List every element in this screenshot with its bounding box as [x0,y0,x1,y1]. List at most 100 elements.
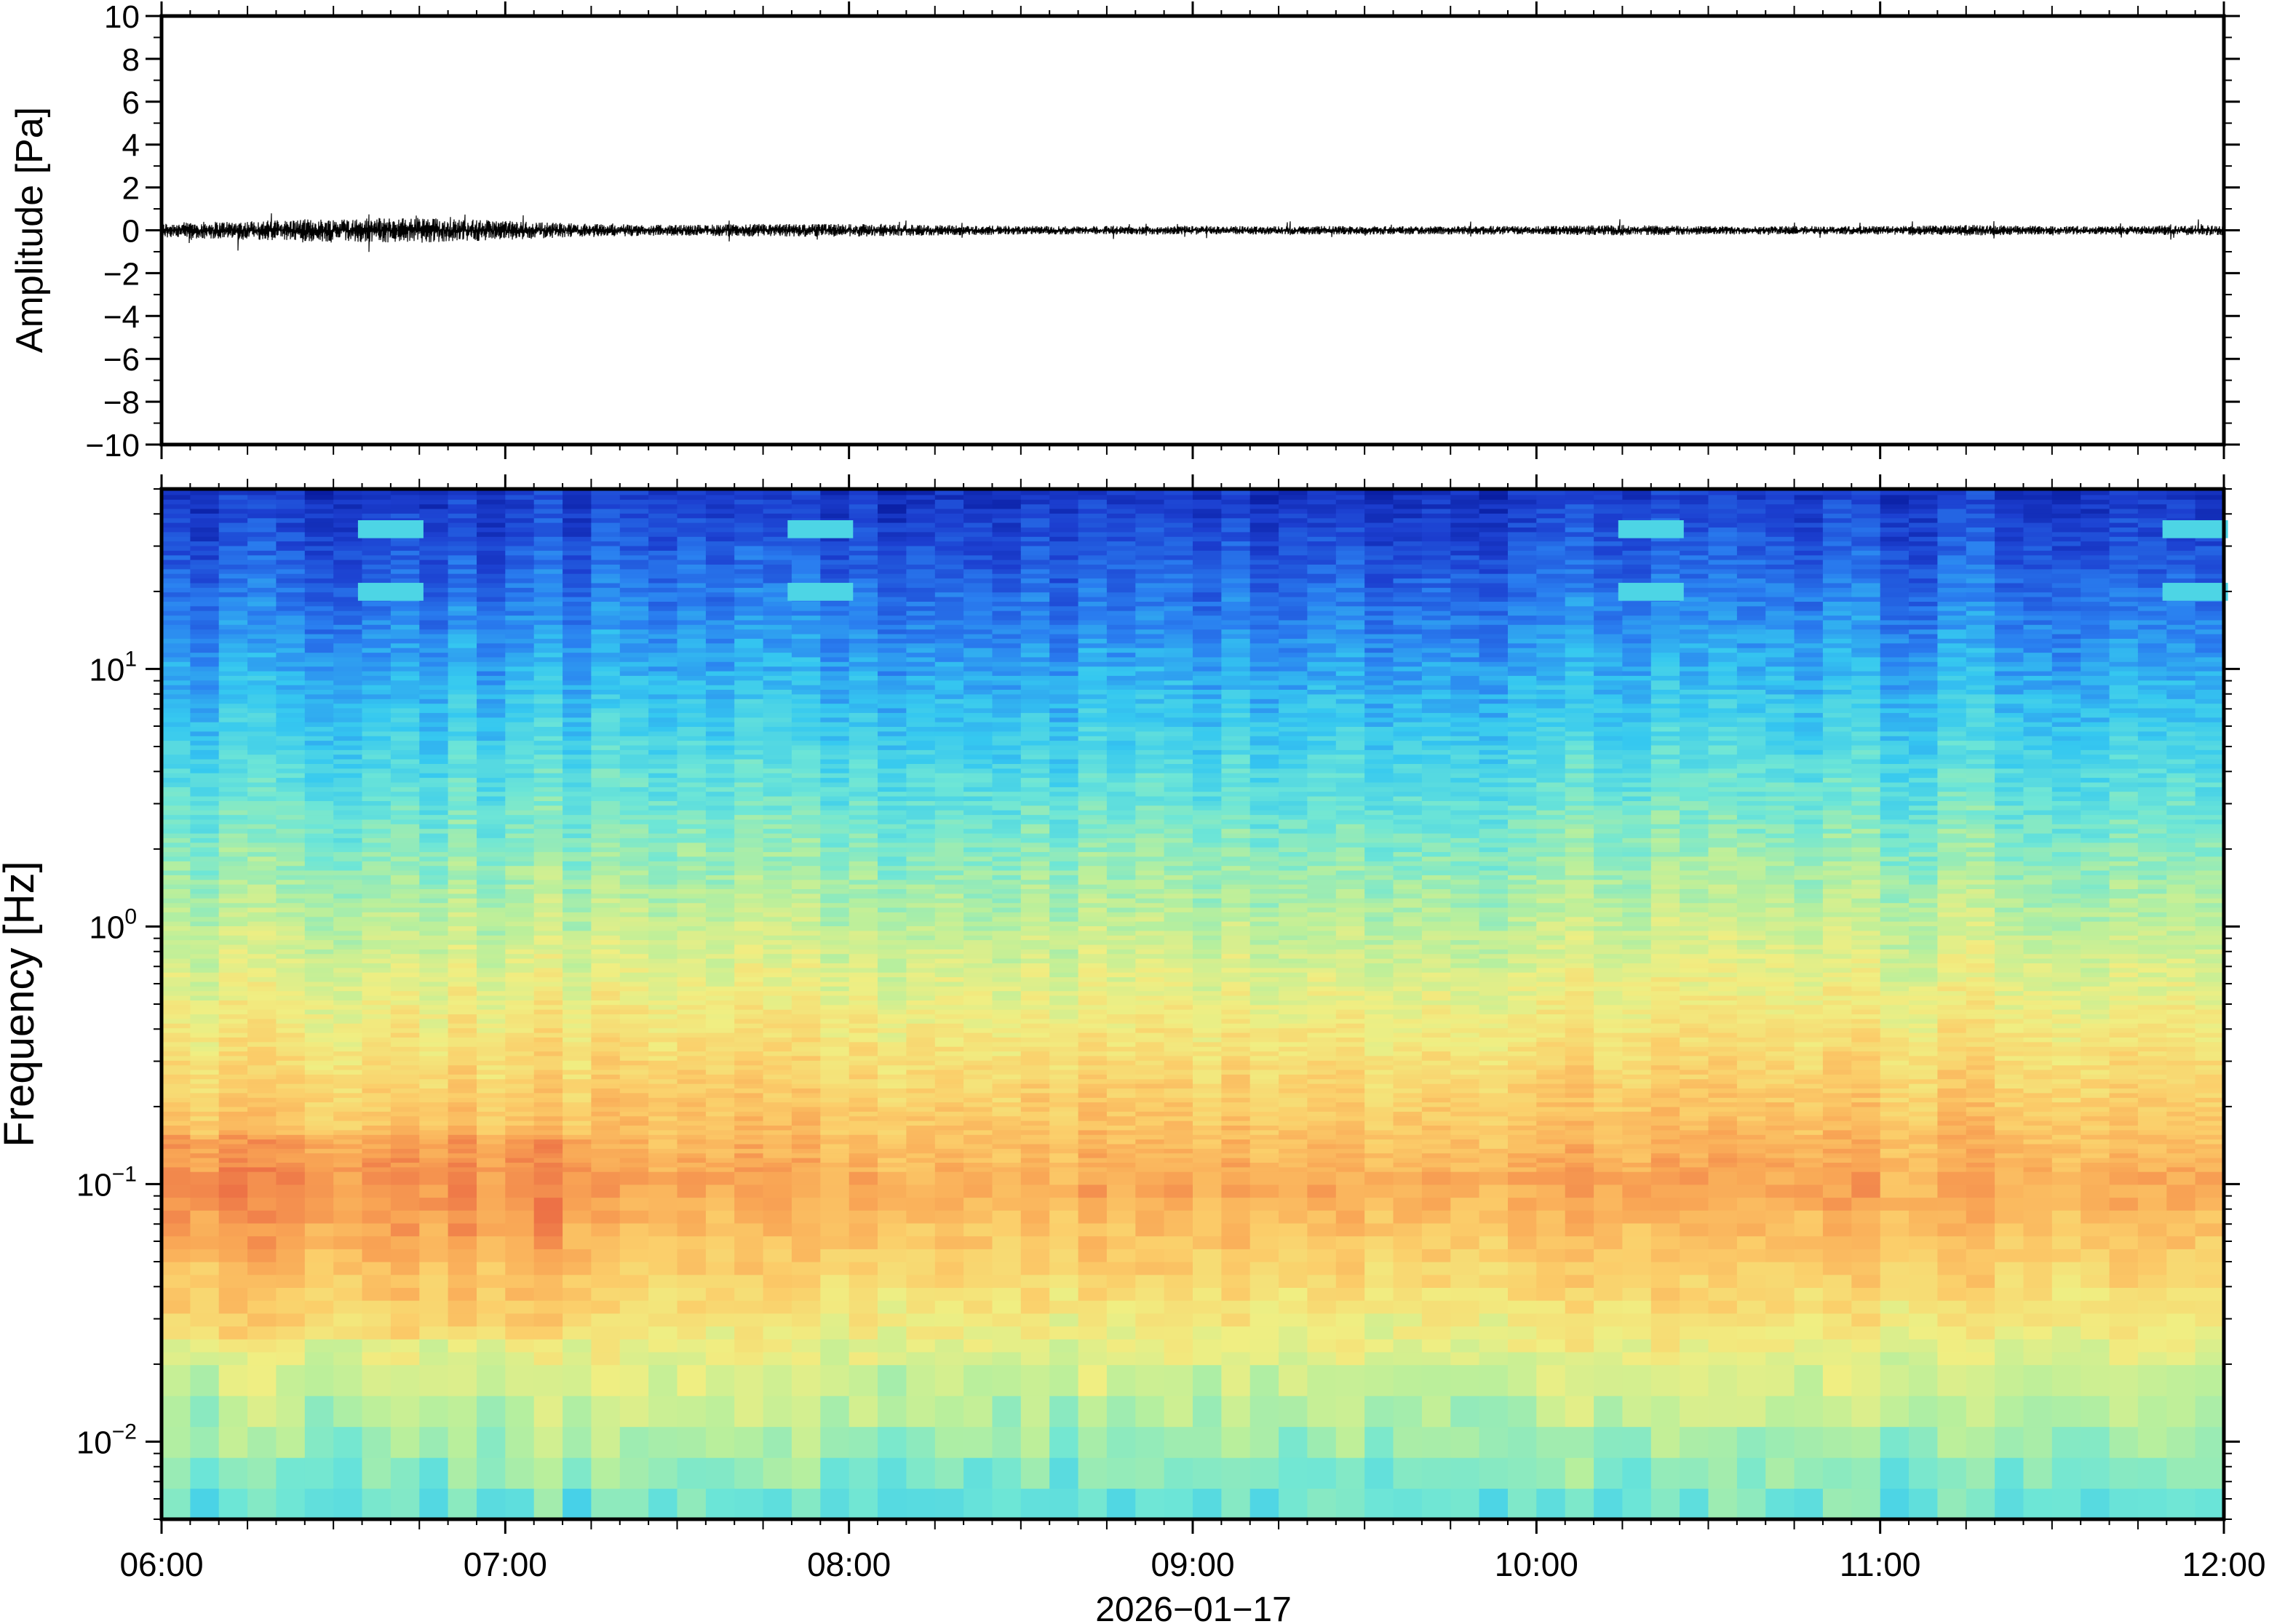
spectrogram-cell [390,601,420,607]
spectrogram-cell [362,1129,392,1135]
spectrogram-cell [849,879,878,885]
spectrogram-cell [505,731,535,736]
spectrogram-cell [162,740,191,746]
spectrogram-cell [533,1287,563,1301]
spectrogram-cell [505,554,535,560]
spectrogram-cell [677,916,707,922]
spectrogram-cell [734,1064,764,1070]
spectrogram-cell [820,1249,850,1262]
spectrogram-cell [162,1074,191,1080]
waveform-frame [159,14,2226,447]
spectrogram-cell [362,1457,392,1489]
spectrogram-cell [934,601,964,607]
spectrogram-cell [162,1129,191,1135]
spectrogram-cell [734,536,764,542]
spectrogram-cell [505,869,535,875]
spectrogram-cell [563,787,592,792]
spectrogram-cell [619,1426,649,1458]
spectrogram-cell [333,531,363,537]
spectrogram-cell [304,1313,334,1327]
spectrogram-cell [162,1046,191,1052]
spectrogram-cell [705,698,735,704]
spectrogram-cell [390,1097,420,1103]
spectrogram-cell [619,1457,649,1489]
spectrogram-cell [304,847,334,853]
spectrogram-cell [419,564,449,570]
spectrogram-cell [390,564,420,570]
spectrogram-cell [849,605,878,611]
spectrogram-cell [705,1014,735,1019]
spectrogram-cell [190,527,220,533]
spectrogram-cell [619,986,649,992]
spectrogram-cell [591,1069,621,1075]
spectrogram-cell [563,1166,592,1172]
spectrogram-cell [333,629,363,634]
spectrogram-cell [849,545,878,551]
spectrogram-cell [362,856,392,861]
spectrogram-cell [934,1162,964,1168]
spectrogram-cell [878,1097,907,1103]
spectrogram-cell [648,573,678,579]
spectrogram-cell [448,1339,477,1353]
spectrogram-cell [734,773,764,779]
spectrogram-cell [190,1111,220,1117]
spectrogram-cell [591,1027,621,1033]
spectrogram-cell [677,1300,707,1314]
spectrogram-cell [333,744,363,750]
spectrogram-cell [820,759,850,764]
spectrogram-cell [563,893,592,899]
spectrogram-cell [963,1037,993,1043]
spectrogram-cell [533,490,563,495]
spectrogram-cell [734,652,764,658]
spectrogram-cell [448,1009,477,1015]
spectrogram-cell [190,935,220,941]
spectrogram-cell [247,842,277,848]
spectrogram-cell [190,810,220,816]
spectrogram-cell [419,963,449,968]
spectrogram-cell [477,605,506,611]
spectrogram-cell [705,740,735,746]
spectrogram-cell [533,1488,563,1520]
spectrogram-cell [648,879,678,885]
spectrogram-cell [390,494,420,500]
spectrogram-cell [533,693,563,699]
spectrogram-cell [763,912,792,918]
spectrogram-cell [448,898,477,904]
spectrogram-cell [448,722,477,727]
spectrogram-cell [820,944,850,950]
spectrogram-cell [934,615,964,621]
spectrogram-cell [791,726,821,732]
spectrogram-cell [591,842,621,848]
spectrogram-cell [849,1092,878,1098]
spectrogram-cell [591,1262,621,1275]
spectrogram-cell [218,1097,248,1103]
spectrogram-cell [791,1274,821,1288]
spectrogram-cell [390,916,420,922]
spectrogram-cell [591,522,621,528]
spectrogram-cell [218,1326,248,1340]
spectrogram-cell [591,1032,621,1038]
spectrogram-cell [878,907,907,912]
spectrogram-cell [162,550,191,556]
spectrogram-cell [849,851,878,857]
spectrogram-cell [934,907,964,912]
spectrogram-cell [505,605,535,611]
spectrogram-cell [505,670,535,676]
spectrogram-cell [247,912,277,918]
spectrogram-cell [419,754,449,760]
spectrogram-cell [477,1158,506,1163]
spectrogram-cell [162,508,191,514]
spectrogram-cell [906,1125,936,1131]
spectrogram-cell [505,1351,535,1366]
spectrogram-cell [619,615,649,621]
spectrogram-cell [820,619,850,625]
spectrogram-cell [934,902,964,908]
spectrogram-cell [677,986,707,992]
spectrogram-cell [362,902,392,908]
spectrogram-cell [849,888,878,894]
spectrogram-cell [934,1092,964,1098]
spectrogram-cell [533,787,563,792]
spectrogram-cell [934,597,964,602]
spectrogram-cell [591,740,621,746]
spectrogram-cell [677,1102,707,1107]
